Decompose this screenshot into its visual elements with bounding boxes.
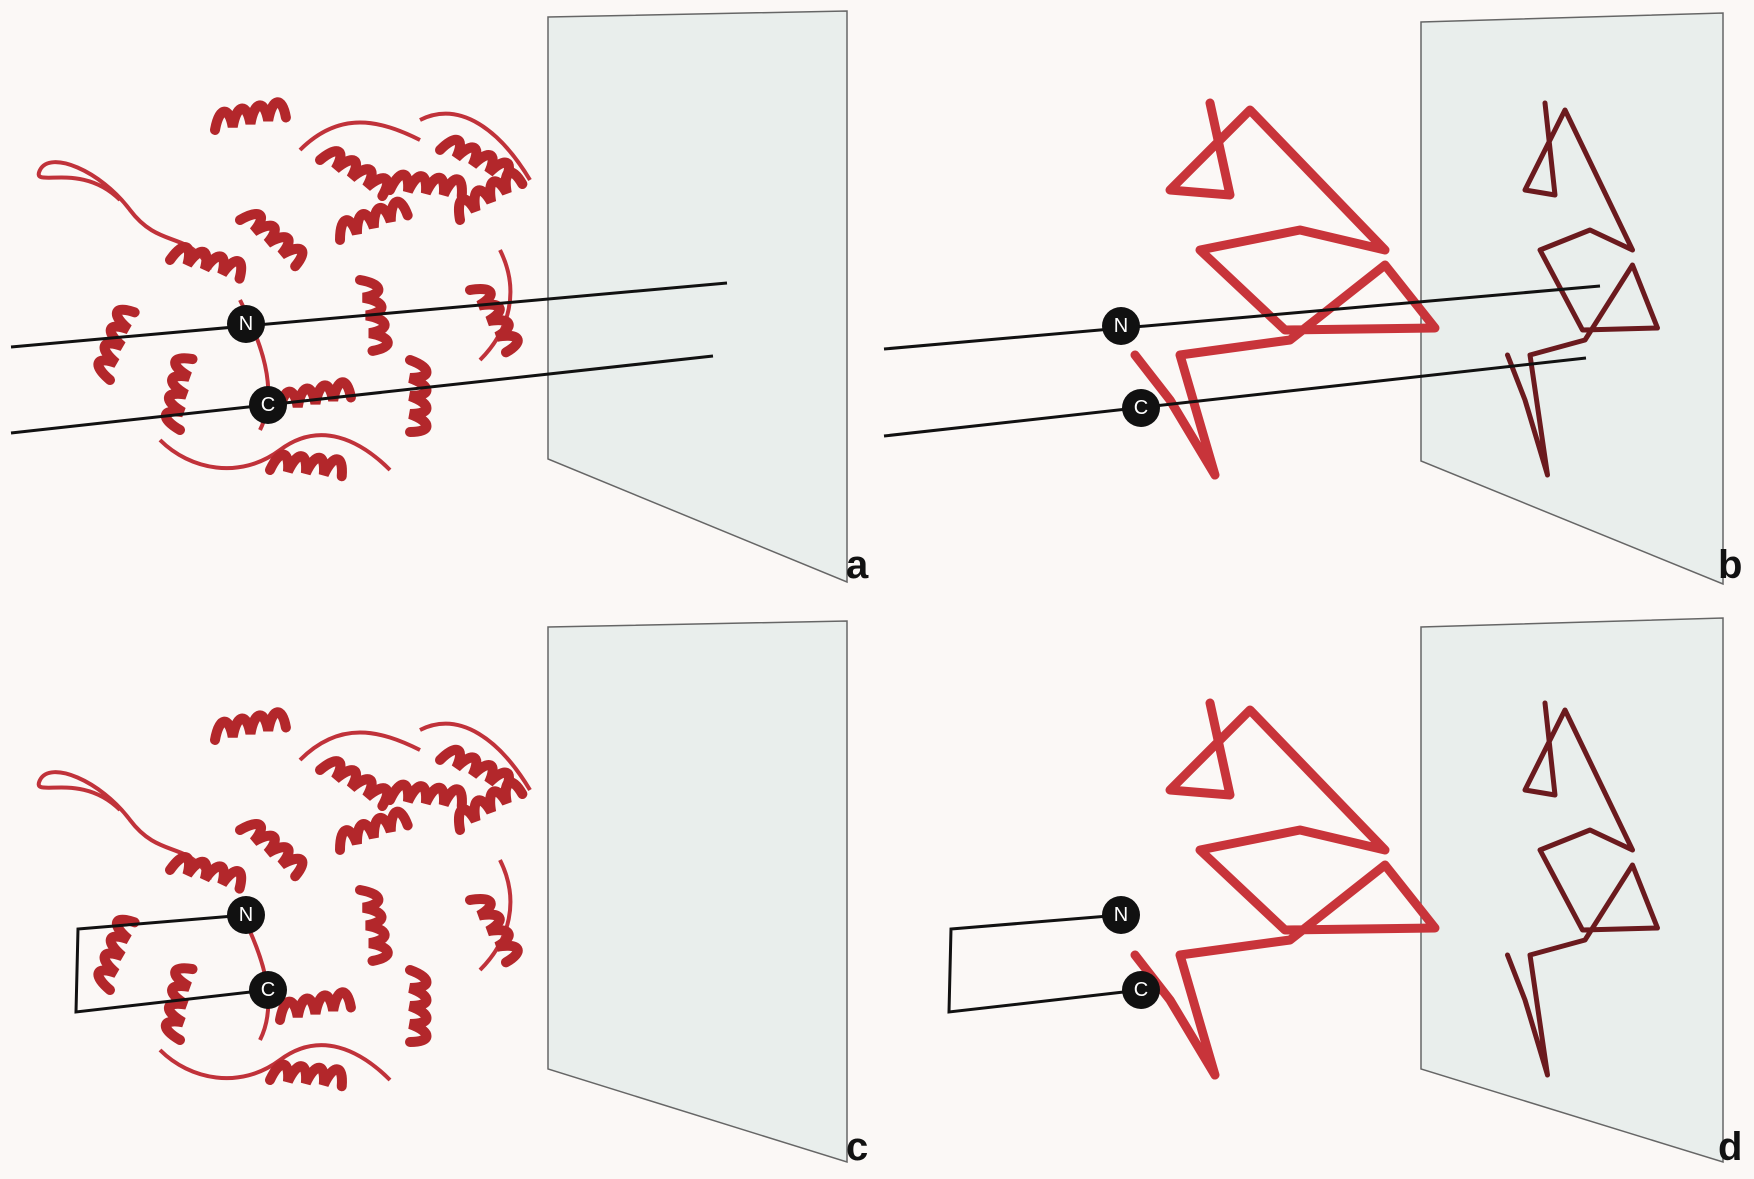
c-label: C: [1134, 979, 1148, 1001]
panel-a: N C a: [11, 11, 869, 587]
c-label: C: [261, 394, 275, 416]
n-terminus: N: [227, 896, 265, 934]
panel-label: c: [846, 1125, 868, 1169]
projection-plane: [1421, 618, 1723, 1162]
c-terminus: C: [249, 386, 287, 424]
n-terminus: N: [1102, 896, 1140, 934]
protein-cartoon: [39, 101, 530, 476]
c-terminus: C: [1122, 389, 1160, 427]
c-terminus: C: [1122, 971, 1160, 1009]
n-label: N: [239, 313, 253, 335]
figure: N C a N C b N C c N C d: [0, 0, 1754, 1179]
c-label: C: [1134, 397, 1148, 419]
n-terminus: N: [1102, 307, 1140, 345]
projection-plane: [548, 621, 847, 1162]
panel-d: N C d: [949, 618, 1742, 1169]
projection-plane: [548, 11, 847, 582]
c-terminus: C: [249, 971, 287, 1009]
protein-cartoon: [39, 711, 530, 1086]
panel-label: d: [1718, 1125, 1742, 1169]
n-label: N: [1114, 904, 1128, 926]
backbone-trace: [1135, 703, 1435, 1075]
n-label: N: [239, 904, 253, 926]
panel-c: N C c: [39, 621, 869, 1169]
panel-label: a: [846, 543, 869, 587]
panel-b: N C b: [884, 13, 1742, 587]
panel-label: b: [1718, 543, 1742, 587]
backbone-trace: [1135, 103, 1435, 475]
n-label: N: [1114, 315, 1128, 337]
c-label: C: [261, 979, 275, 1001]
n-terminus: N: [227, 305, 265, 343]
